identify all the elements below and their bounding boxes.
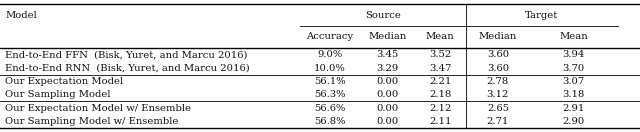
Text: Our Sampling Model w/ Ensemble: Our Sampling Model w/ Ensemble: [5, 117, 179, 126]
Text: 56.8%: 56.8%: [314, 117, 346, 126]
Text: 2.91: 2.91: [563, 104, 585, 113]
Text: 3.94: 3.94: [563, 50, 585, 59]
Text: Target: Target: [525, 11, 558, 20]
Text: 9.0%: 9.0%: [317, 50, 342, 59]
Text: 2.90: 2.90: [563, 117, 585, 126]
Text: Median: Median: [369, 32, 406, 41]
Text: 3.52: 3.52: [429, 50, 451, 59]
Text: 10.0%: 10.0%: [314, 64, 346, 73]
Text: 3.29: 3.29: [376, 64, 399, 73]
Text: 56.1%: 56.1%: [314, 77, 346, 86]
Text: 0.00: 0.00: [376, 77, 399, 86]
Text: Source: Source: [365, 11, 401, 20]
Text: Our Expectation Model: Our Expectation Model: [5, 77, 124, 86]
Text: 0.00: 0.00: [376, 117, 399, 126]
Text: 2.78: 2.78: [487, 77, 509, 86]
Text: 2.71: 2.71: [487, 117, 509, 126]
Text: End-to-End FFN  (Bisk, Yuret, and Marcu 2016): End-to-End FFN (Bisk, Yuret, and Marcu 2…: [5, 50, 248, 59]
Text: 3.12: 3.12: [487, 90, 509, 99]
Text: 56.6%: 56.6%: [314, 104, 346, 113]
Text: 3.07: 3.07: [563, 77, 585, 86]
Text: 3.45: 3.45: [376, 50, 399, 59]
Text: 56.3%: 56.3%: [314, 90, 346, 99]
Text: Median: Median: [479, 32, 517, 41]
Text: 3.47: 3.47: [429, 64, 451, 73]
Text: 2.18: 2.18: [429, 90, 451, 99]
Text: Our Expectation Model w/ Ensemble: Our Expectation Model w/ Ensemble: [5, 104, 191, 113]
Text: Accuracy: Accuracy: [307, 32, 353, 41]
Text: 0.00: 0.00: [376, 104, 399, 113]
Text: 2.65: 2.65: [487, 104, 509, 113]
Text: Mean: Mean: [426, 32, 454, 41]
Text: Our Sampling Model: Our Sampling Model: [5, 90, 111, 99]
Text: 2.12: 2.12: [429, 104, 451, 113]
Text: 3.60: 3.60: [487, 50, 509, 59]
Text: 0.00: 0.00: [376, 90, 399, 99]
Text: 3.70: 3.70: [563, 64, 585, 73]
Text: Mean: Mean: [559, 32, 588, 41]
Text: 2.11: 2.11: [429, 117, 452, 126]
Text: 3.18: 3.18: [563, 90, 585, 99]
Text: Model: Model: [5, 11, 37, 20]
Text: End-to-End RNN  (Bisk, Yuret, and Marcu 2016): End-to-End RNN (Bisk, Yuret, and Marcu 2…: [5, 64, 250, 73]
Text: 3.60: 3.60: [487, 64, 509, 73]
Text: 2.21: 2.21: [429, 77, 451, 86]
